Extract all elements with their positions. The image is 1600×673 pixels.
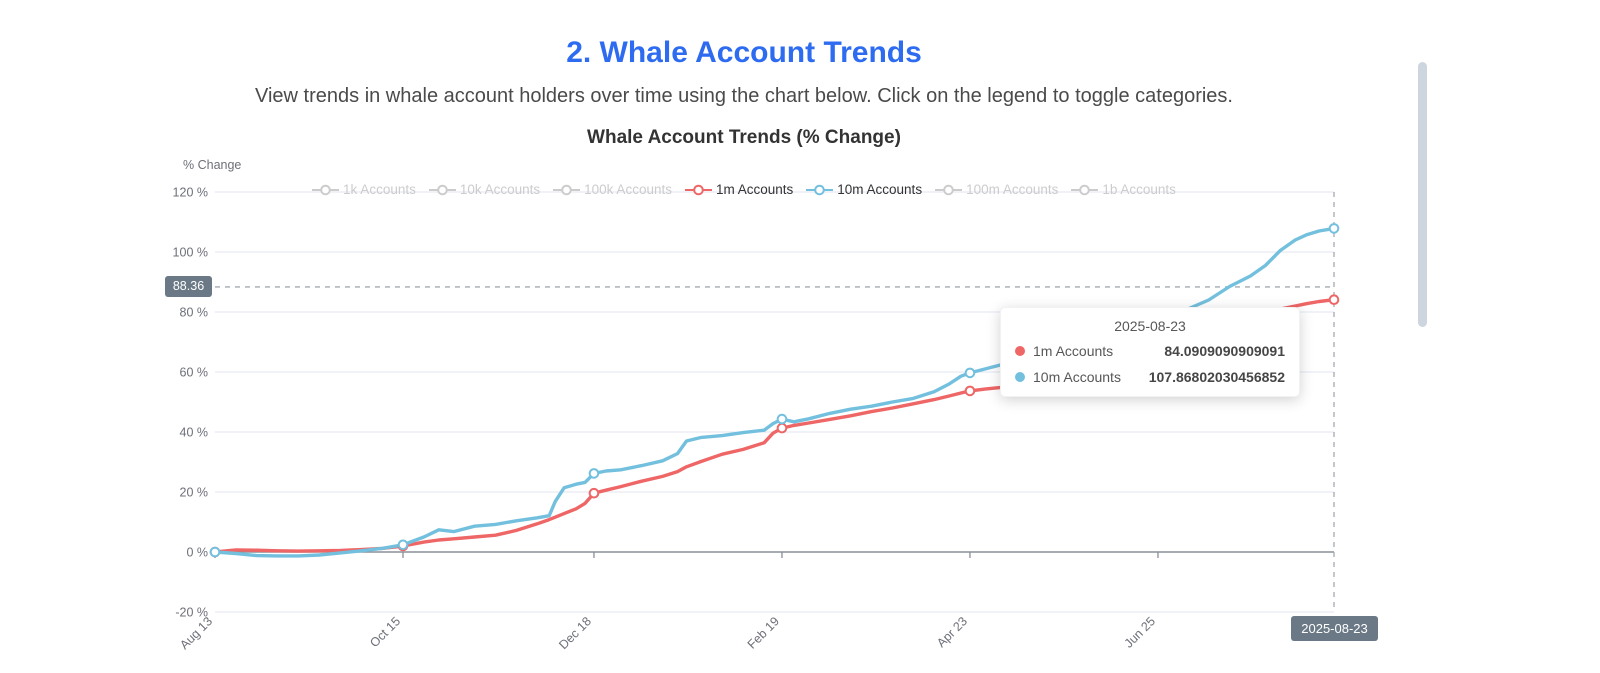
data-point-marker bbox=[209, 546, 221, 558]
legend-line-icon bbox=[806, 184, 834, 196]
legend-line-icon bbox=[935, 184, 963, 196]
tooltip-series-value: 84.0909090909091 bbox=[1164, 343, 1285, 359]
data-point-marker bbox=[964, 367, 976, 379]
legend-label: 10m Accounts bbox=[837, 182, 923, 197]
x-tick-label: Jun 25 bbox=[1122, 614, 1158, 650]
y-axis-name: % Change bbox=[183, 158, 242, 172]
tooltip-series-value: 107.86802030456852 bbox=[1148, 369, 1285, 385]
page-title: 2. Whale Account Trends bbox=[566, 36, 922, 69]
data-point-marker bbox=[1328, 294, 1340, 306]
y-tick-label: 20 % bbox=[180, 486, 209, 500]
x-axis-pointer-label: 2025-08-23 bbox=[1291, 616, 1378, 641]
page-subtitle: View trends in whale account holders ove… bbox=[255, 85, 1233, 107]
x-tick-label: Feb 19 bbox=[745, 614, 782, 651]
series-color-dot bbox=[1015, 372, 1025, 382]
chart-title: Whale Account Trends (% Change) bbox=[587, 127, 901, 148]
legend-label: 100k Accounts bbox=[584, 182, 672, 197]
vertical-scrollbar-thumb[interactable] bbox=[1418, 62, 1427, 327]
data-point-marker bbox=[588, 468, 600, 479]
legend-item-10k-accounts[interactable]: 10k Accounts bbox=[428, 182, 541, 198]
y-tick-label: 60 % bbox=[180, 366, 209, 380]
x-tick-label: Dec 18 bbox=[556, 614, 594, 652]
data-point-marker bbox=[964, 385, 976, 397]
x-tick-label: Apr 23 bbox=[934, 614, 970, 650]
legend-label: 100m Accounts bbox=[966, 182, 1059, 197]
tooltip-series-label: 10m Accounts bbox=[1033, 369, 1121, 385]
y-tick-label: 40 % bbox=[180, 426, 209, 440]
legend-label: 1b Accounts bbox=[1102, 182, 1176, 197]
legend-label: 1k Accounts bbox=[343, 182, 416, 197]
y-tick-label: 80 % bbox=[180, 306, 209, 320]
legend-item-1m-accounts[interactable]: 1m Accounts bbox=[684, 182, 794, 198]
data-point-marker bbox=[776, 422, 788, 434]
y-tick-label: 0 % bbox=[186, 546, 208, 560]
tooltip-row: 10m Accounts 107.86802030456852 bbox=[1015, 364, 1285, 390]
y-axis-pointer-label: 88.36 bbox=[165, 276, 212, 297]
tooltip-rows: 1m Accounts 84.0909090909091 10m Account… bbox=[1015, 338, 1285, 390]
y-tick-label: 100 % bbox=[173, 246, 208, 260]
chart-tooltip: 2025-08-23 1m Accounts 84.0909090909091 … bbox=[1000, 307, 1300, 397]
data-point-marker bbox=[397, 539, 409, 551]
legend-item-100m-accounts[interactable]: 100m Accounts bbox=[935, 182, 1058, 198]
legend-item-1b-accounts[interactable]: 1b Accounts bbox=[1071, 182, 1176, 198]
legend-item-1k-accounts[interactable]: 1k Accounts bbox=[312, 182, 416, 198]
data-point-marker bbox=[776, 413, 788, 425]
chart-legend: 1k Accounts 10k Accounts 100k Accounts 1… bbox=[0, 182, 1488, 198]
data-point-marker bbox=[1328, 223, 1340, 234]
data-point-marker bbox=[588, 487, 600, 499]
x-tick-label: Oct 15 bbox=[367, 614, 403, 650]
x-tick-label: Aug 13 bbox=[177, 614, 215, 652]
tooltip-row: 1m Accounts 84.0909090909091 bbox=[1015, 338, 1285, 364]
legend-label: 10k Accounts bbox=[459, 182, 541, 197]
tooltip-series-label: 1m Accounts bbox=[1033, 343, 1114, 359]
legend-line-icon bbox=[312, 184, 340, 196]
series-color-dot bbox=[1015, 346, 1025, 356]
legend-line-icon bbox=[428, 184, 456, 196]
legend-item-10m-accounts[interactable]: 10m Accounts bbox=[806, 182, 922, 198]
legend-line-icon bbox=[553, 184, 581, 196]
legend-line-icon bbox=[684, 184, 712, 196]
legend-item-100k-accounts[interactable]: 100k Accounts bbox=[553, 182, 672, 198]
tooltip-date: 2025-08-23 bbox=[1114, 318, 1186, 334]
legend-label: 1m Accounts bbox=[715, 182, 794, 197]
y-tick-label: 120 % bbox=[173, 186, 208, 200]
y-tick-label: -20 % bbox=[175, 606, 208, 620]
legend-line-icon bbox=[1071, 184, 1099, 196]
